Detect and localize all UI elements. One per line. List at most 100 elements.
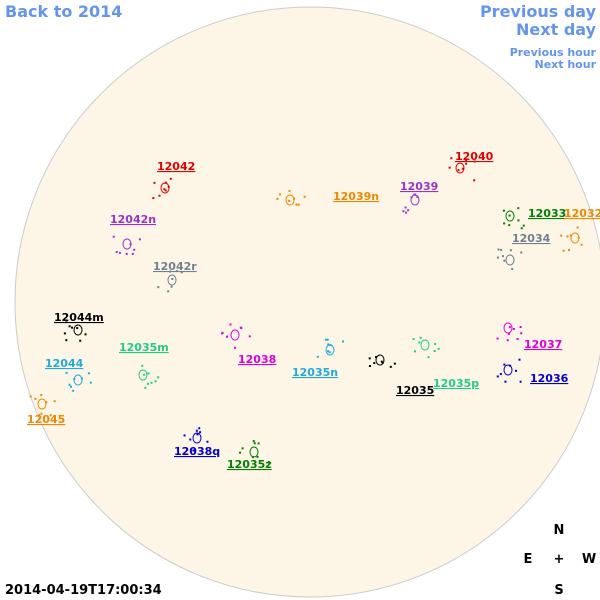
region-label[interactable]: 12038 (238, 353, 276, 366)
region-label[interactable]: 12042r (153, 260, 197, 273)
region-label[interactable]: 12035p (433, 377, 479, 390)
sunspot (324, 338, 327, 341)
sunspot (316, 355, 319, 358)
sunspot (196, 433, 199, 436)
sunspot (53, 400, 56, 403)
region-label[interactable]: 12042 (157, 160, 195, 173)
compass-west: W (582, 552, 596, 567)
sunspot (157, 286, 160, 289)
region-label[interactable]: 12035n (292, 366, 338, 379)
sunspot (327, 350, 330, 353)
sunspot (418, 341, 421, 344)
previous-day-link[interactable]: Previous day (480, 2, 597, 21)
sunspot (69, 385, 72, 388)
sunspot (257, 442, 260, 445)
next-hour-link[interactable]: Next hour (535, 58, 597, 71)
sunspot (373, 362, 376, 365)
sunspot (503, 322, 513, 334)
sunspot (131, 252, 134, 255)
sunspot (520, 251, 523, 254)
sunspot (192, 432, 202, 444)
sunspot (253, 442, 256, 445)
sunspot (241, 447, 244, 450)
region-label[interactable]: 12033 (528, 207, 566, 220)
sunspot (115, 251, 118, 254)
region-label[interactable]: 12039 (400, 180, 438, 193)
sunspot (138, 369, 148, 381)
compass-south: S (554, 583, 563, 598)
sunspot (147, 382, 150, 385)
sunspot (502, 209, 505, 212)
region-label[interactable]: 12044 (45, 357, 84, 370)
region-label[interactable]: 12035z (227, 458, 272, 471)
sunspot (138, 238, 141, 241)
sunspot (295, 203, 298, 206)
sunspot (375, 356, 378, 359)
sunspot (511, 267, 514, 270)
sunspot (89, 381, 92, 384)
back-link[interactable]: Back to 2014 (5, 2, 122, 21)
sunspot (473, 179, 476, 182)
sunspot (65, 371, 68, 374)
sunspot (342, 340, 345, 343)
sunspot (29, 395, 32, 398)
sunspot (288, 190, 291, 193)
sunspot (465, 162, 468, 165)
sunspot (71, 326, 74, 329)
sunspot (230, 329, 240, 341)
region-label[interactable]: 12034 (512, 232, 551, 245)
sunspot (161, 268, 164, 271)
sunspot (229, 323, 232, 326)
sunspot (189, 438, 192, 441)
sunspot (141, 364, 144, 367)
region-label[interactable]: 12044m (54, 311, 104, 324)
sunspot (288, 199, 291, 202)
region-label[interactable]: 12039n (333, 190, 379, 203)
sunspot (221, 332, 224, 335)
sunspot (152, 197, 155, 200)
region-label[interactable]: 12036 (530, 372, 569, 385)
region-label[interactable]: 12035m (119, 341, 169, 354)
sunspot (79, 339, 82, 342)
sunspot (153, 181, 156, 184)
sunspot (65, 339, 68, 342)
sunspot (566, 235, 569, 238)
sunspot (150, 381, 153, 384)
region-label[interactable]: 12040 (455, 150, 494, 163)
sunspot (285, 194, 295, 206)
sunspot (40, 394, 43, 397)
sunspot (461, 167, 464, 170)
sunspot (368, 365, 371, 368)
sunspot (118, 251, 121, 254)
region-label[interactable]: 12045 (27, 413, 65, 426)
sunspot (240, 327, 243, 330)
sunspot (407, 209, 410, 212)
sunspot (420, 339, 430, 351)
sunspot (503, 363, 506, 366)
sunspot (183, 434, 186, 437)
region-label[interactable]: 12037 (524, 338, 562, 351)
sunspot (199, 431, 202, 434)
sunspot (144, 386, 147, 389)
region-label[interactable]: 12042n (110, 213, 156, 226)
sunspot (516, 337, 519, 340)
sunspot (427, 356, 430, 359)
sunspot (167, 290, 170, 293)
sunspot (303, 195, 306, 198)
next-day-link[interactable]: Next day (516, 20, 597, 39)
sunspot (455, 162, 465, 174)
sunspot (412, 338, 415, 341)
sunspot (76, 327, 79, 330)
sunspot (40, 412, 43, 415)
previous-hour-link[interactable]: Previous hour (510, 46, 597, 59)
sunspot (195, 429, 198, 432)
region-label[interactable]: 12038q (174, 445, 220, 458)
region-label[interactable]: 12035 (396, 384, 434, 397)
sunspot (473, 160, 476, 163)
compass-east: E (524, 552, 533, 567)
sunspot (496, 337, 499, 340)
sunspot (508, 214, 511, 217)
compass-north: N (554, 523, 565, 538)
sunspot (45, 401, 48, 404)
region-label[interactable]: 12032 (564, 207, 600, 220)
